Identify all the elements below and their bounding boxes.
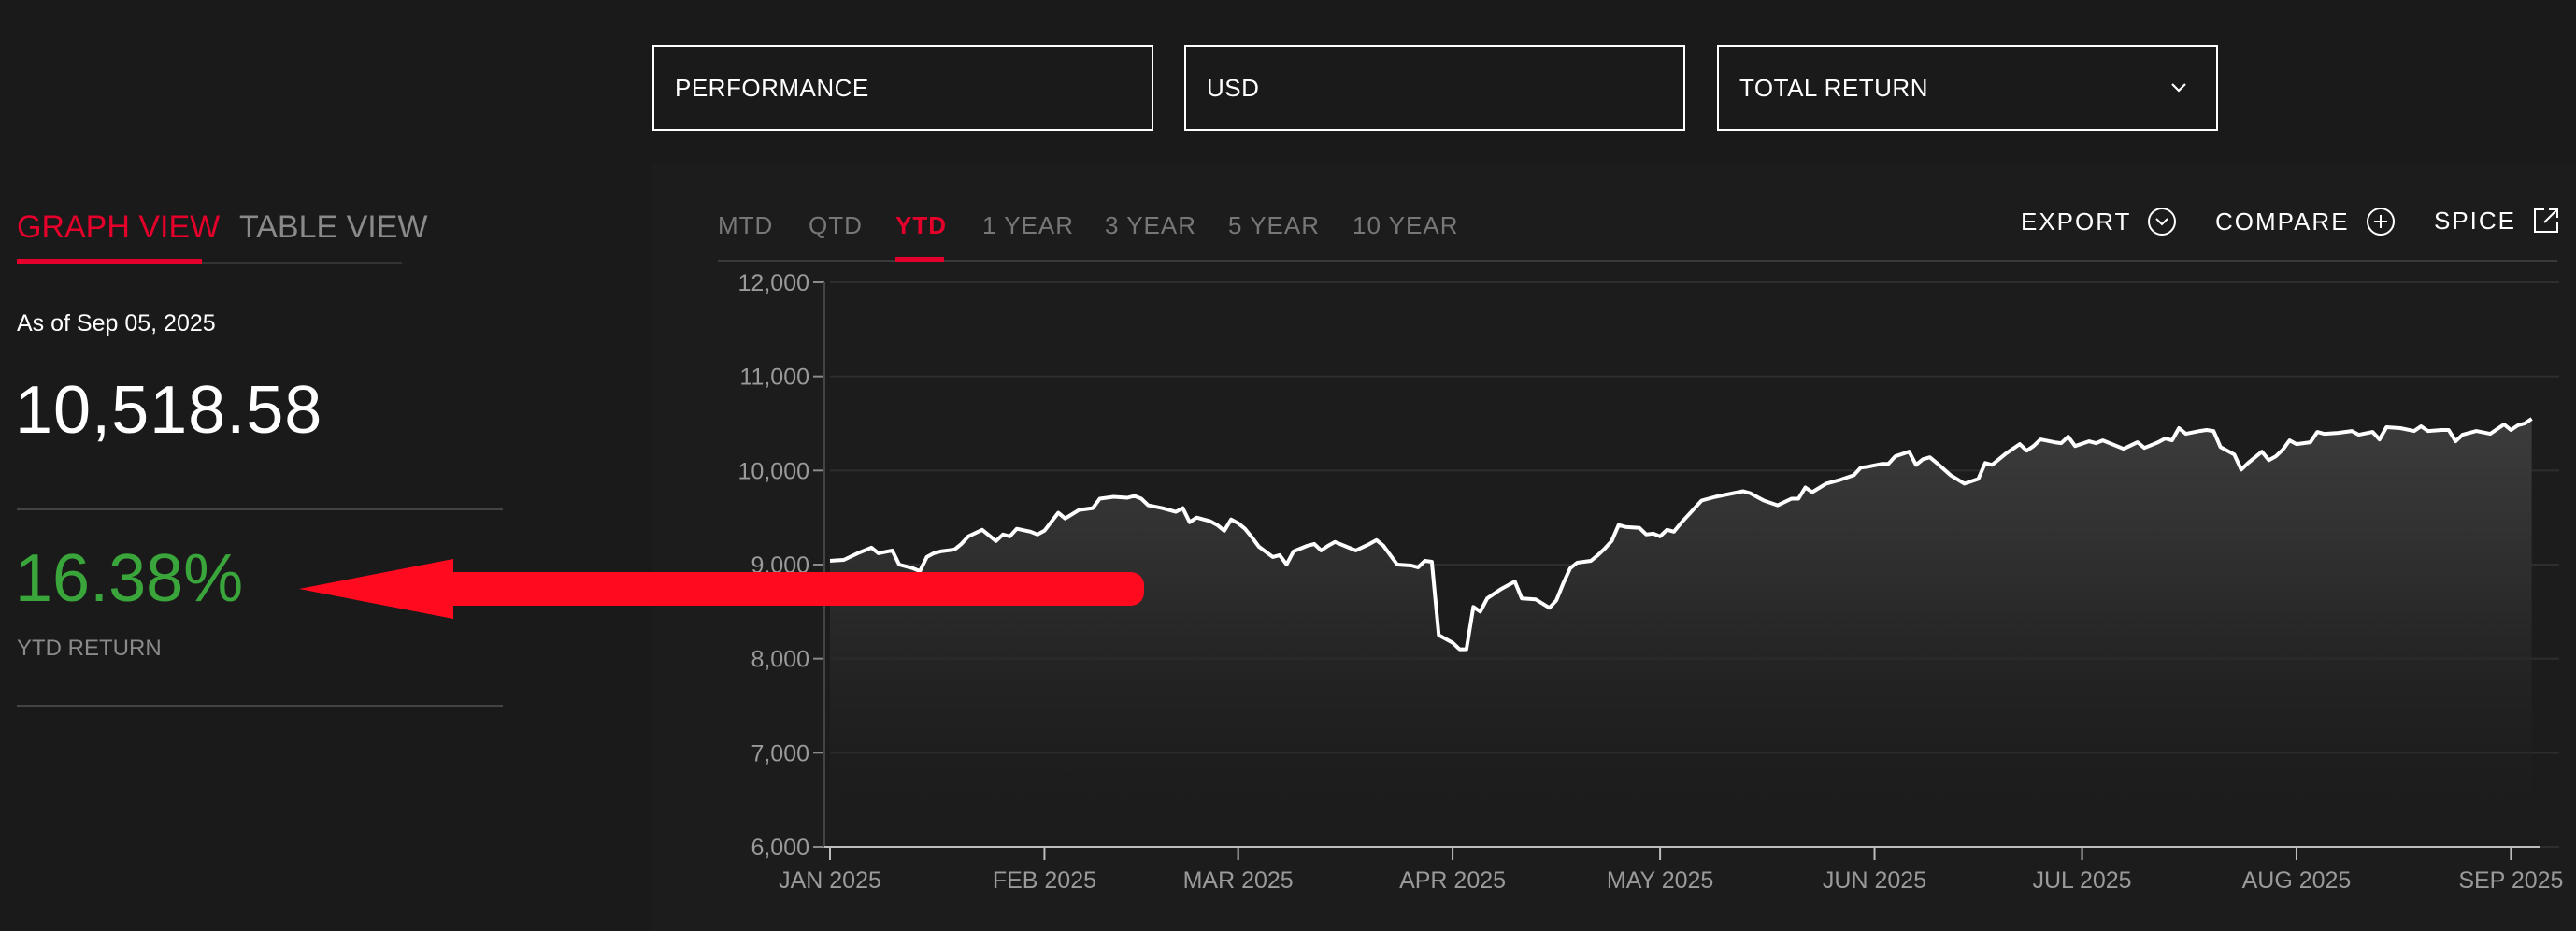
tab-table-view[interactable]: TABLE VIEW bbox=[239, 209, 428, 245]
summary-divider-bottom bbox=[17, 705, 503, 707]
compare-label: COMPARE bbox=[2215, 207, 2350, 236]
y-tick-label: 7,000 bbox=[751, 740, 809, 766]
y-tick-label: 12,000 bbox=[738, 270, 809, 296]
export-button[interactable]: EXPORT bbox=[2021, 206, 2178, 237]
range-active-indicator bbox=[895, 257, 944, 262]
range-tab-qtd[interactable]: QTD bbox=[809, 211, 863, 239]
y-tick-label: 10,000 bbox=[738, 458, 809, 484]
range-tabs-divider bbox=[718, 260, 2557, 262]
plus-circle-icon bbox=[2366, 208, 2395, 236]
metric-select-value: PERFORMANCE bbox=[675, 73, 869, 102]
index-value: 10,518.58 bbox=[15, 373, 323, 448]
x-tick-label: JUN 2025 bbox=[1823, 867, 1926, 894]
external-link-icon bbox=[2534, 208, 2559, 233]
y-tick-label: 6,000 bbox=[751, 835, 809, 861]
range-tab-1-year[interactable]: 1 YEAR bbox=[982, 211, 1075, 239]
x-tick-label: SEP 2025 bbox=[2458, 867, 2563, 894]
x-tick-label: MAR 2025 bbox=[1183, 867, 1294, 894]
chart-area-fill bbox=[830, 419, 2532, 847]
x-tick-label: FEB 2025 bbox=[993, 867, 1096, 894]
as-of-date: As of Sep 05, 2025 bbox=[17, 310, 216, 337]
x-tick-label: APR 2025 bbox=[1399, 867, 1506, 894]
chart-series-line bbox=[829, 417, 2533, 652]
range-tab-mtd[interactable]: MTD bbox=[718, 211, 774, 239]
y-tick-label: 11,000 bbox=[739, 365, 809, 391]
active-tab-indicator bbox=[17, 259, 202, 264]
range-tab-ytd[interactable]: YTD bbox=[895, 211, 947, 239]
return-type-select-value: TOTAL RETURN bbox=[1739, 73, 1928, 102]
x-tick-label: MAY 2025 bbox=[1607, 867, 1713, 894]
x-tick-label: JUL 2025 bbox=[2032, 867, 2131, 894]
spice-label: SPICE bbox=[2434, 206, 2517, 235]
ytd-return-label: YTD RETURN bbox=[17, 636, 162, 661]
chevron-circle-icon bbox=[2148, 208, 2177, 236]
view-tabs-divider bbox=[17, 262, 402, 264]
spice-button[interactable]: SPICE bbox=[2434, 206, 2561, 236]
range-tab-10-year[interactable]: 10 YEAR bbox=[1352, 211, 1459, 239]
tab-graph-view[interactable]: GRAPH VIEW bbox=[17, 209, 221, 245]
currency-select-value: USD bbox=[1207, 73, 1260, 102]
x-tick-label: JAN 2025 bbox=[779, 867, 881, 894]
export-label: EXPORT bbox=[2021, 207, 2132, 236]
range-tab-3-year[interactable]: 3 YEAR bbox=[1105, 211, 1197, 239]
x-tick-label: AUG 2025 bbox=[2242, 867, 2352, 894]
range-tab-5-year[interactable]: 5 YEAR bbox=[1228, 211, 1321, 239]
chevron-down-icon bbox=[2171, 83, 2186, 93]
summary-divider-top bbox=[17, 508, 503, 510]
annotation-arrow bbox=[299, 559, 1144, 619]
y-tick-label: 8,000 bbox=[751, 647, 809, 673]
currency-select[interactable]: USD bbox=[1184, 45, 1685, 131]
metric-select[interactable]: PERFORMANCE bbox=[652, 45, 1153, 131]
return-type-select[interactable]: TOTAL RETURN bbox=[1717, 45, 2218, 131]
ytd-return-value: 16.38% bbox=[15, 541, 244, 616]
compare-button[interactable]: COMPARE bbox=[2215, 206, 2397, 237]
